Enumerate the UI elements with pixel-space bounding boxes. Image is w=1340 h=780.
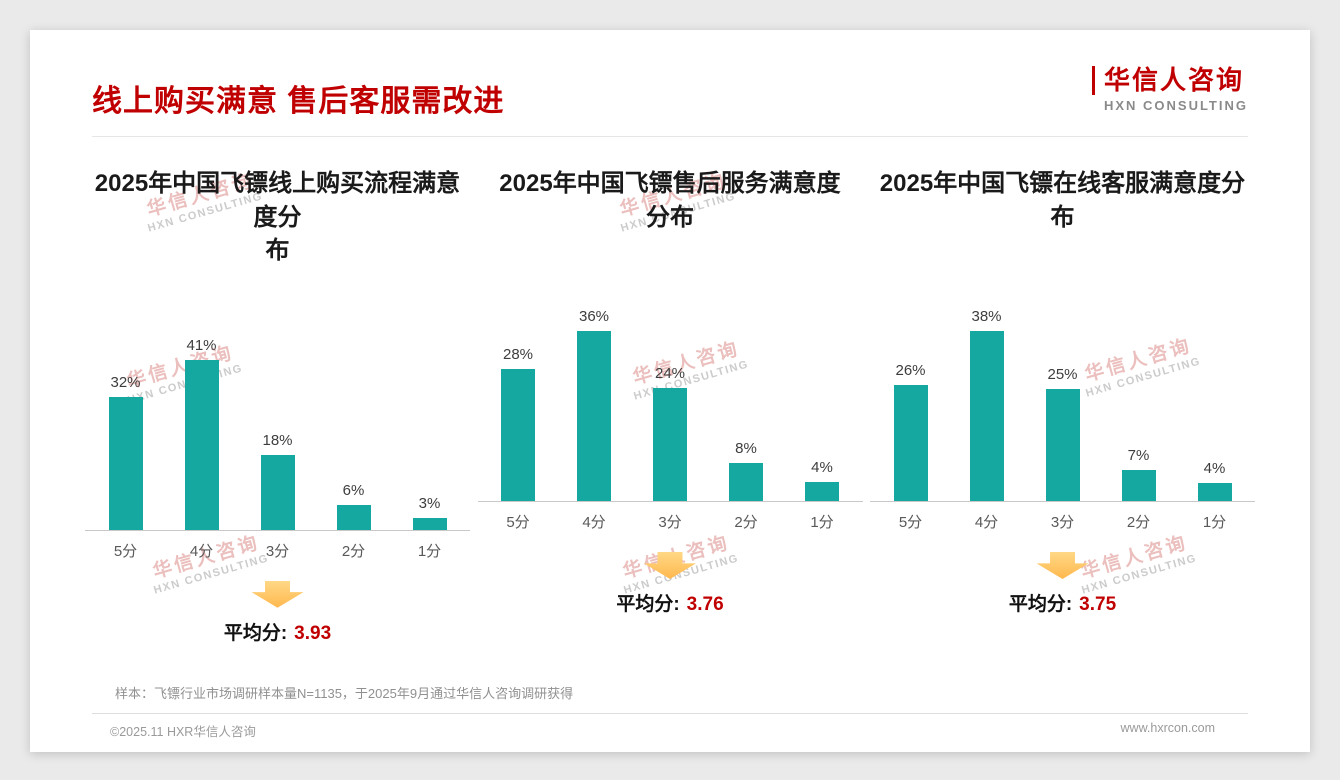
axis-category-label: 2分 bbox=[1126, 514, 1151, 531]
bar bbox=[336, 504, 371, 530]
chart-online-purchase: 2025年中国飞镖线上购买流程满意度分 布 32% 41% 18% 6% 3% 5分 4分… bbox=[85, 167, 470, 645]
bar-value-label: 3% bbox=[418, 494, 441, 512]
bar bbox=[108, 396, 143, 530]
bar-value-label: 32% bbox=[110, 373, 141, 391]
axis-category-label: 1分 bbox=[417, 542, 442, 560]
bar bbox=[184, 359, 219, 530]
axis-category-label: 5分 bbox=[898, 514, 923, 531]
bar-1分: 4% bbox=[784, 459, 860, 501]
axis-category-label: 1分 bbox=[1202, 514, 1227, 531]
axis-category-label: 2分 bbox=[341, 542, 366, 560]
bar-value-label: 7% bbox=[1127, 447, 1150, 464]
down-arrow-icon bbox=[1036, 552, 1089, 579]
down-arrow-icon bbox=[644, 552, 696, 579]
header: 线上购买满意 售后客服需改进 华信人咨询 HXN CONSULTING bbox=[30, 30, 1310, 120]
bar-value-label: 6% bbox=[342, 481, 365, 499]
bar-2分: 6% bbox=[316, 482, 392, 530]
bar bbox=[729, 463, 763, 501]
bar-3分: 25% bbox=[1025, 366, 1101, 501]
x-axis: 5分 4分 3分 2分 1分 bbox=[85, 529, 470, 561]
average-label: 平均分: bbox=[223, 622, 288, 644]
x-axis: 5分 4分 3分 2分 1分 bbox=[477, 501, 863, 532]
bar-value-label: 28% bbox=[502, 346, 534, 363]
website-text: www.hxrcon.com bbox=[1120, 721, 1215, 735]
bar-value-label: 4% bbox=[1203, 460, 1226, 477]
bar-5分: 32% bbox=[88, 374, 164, 530]
bar bbox=[1197, 483, 1232, 501]
company-logo: 华信人咨询 HXN CONSULTING bbox=[1091, 66, 1248, 113]
axis-category-label: 3分 bbox=[265, 542, 290, 560]
bar-3分: 24% bbox=[632, 365, 708, 501]
bar-value-label: 4% bbox=[811, 459, 833, 476]
average-score: 平均分: 3.93 bbox=[85, 618, 470, 645]
bar bbox=[412, 517, 447, 530]
bar-value-label: 18% bbox=[262, 431, 293, 449]
x-axis: 5分 4分 3分 2分 1分 bbox=[870, 501, 1255, 532]
footer-divider bbox=[92, 713, 1248, 714]
chart-after-sales: 2025年中国飞镖售后服务满意度 分布 28% 36% 24% 8% 4% 5分 4分 3分… bbox=[477, 167, 863, 645]
bar-5分: 28% bbox=[480, 346, 556, 501]
bar-value-label: 25% bbox=[1047, 366, 1078, 383]
copyright-text: ©2025.11 HXR华信人咨询 bbox=[110, 725, 256, 739]
logo-subtitle: HXN CONSULTING bbox=[1103, 97, 1248, 113]
bar-3分: 18% bbox=[240, 432, 316, 530]
average-value: 3.93 bbox=[294, 622, 332, 644]
footer: ©2025.11 HXR华信人咨询 www.hxrcon.com bbox=[110, 721, 1215, 740]
bar-4分: 36% bbox=[556, 308, 632, 501]
axis-category-label: 5分 bbox=[113, 542, 138, 560]
bar-value-label: 36% bbox=[578, 308, 610, 325]
average-score: 平均分: 3.75 bbox=[870, 589, 1255, 616]
axis-category-label: 3分 bbox=[658, 514, 682, 531]
bar-value-label: 26% bbox=[895, 362, 926, 379]
average-score: 平均分: 3.76 bbox=[478, 589, 863, 616]
axis-category-label: 3分 bbox=[1050, 514, 1075, 531]
average-value: 3.75 bbox=[1079, 594, 1117, 615]
bar bbox=[893, 385, 928, 501]
bar-5分: 26% bbox=[873, 362, 949, 501]
chart-title: 2025年中国飞镖线上购买流程满意度分 布 bbox=[94, 170, 461, 265]
sample-footnote: 样本：飞镖行业市场调研样本量N=1135，于2025年9月通过华信人咨询调研获得 bbox=[115, 686, 574, 701]
bar-1分: 3% bbox=[392, 495, 468, 530]
axis-category-label: 2分 bbox=[734, 514, 758, 531]
charts-row: 2025年中国飞镖线上购买流程满意度分 布 32% 41% 18% 6% 3% 5分 4分… bbox=[30, 137, 1310, 645]
bar-4分: 38% bbox=[949, 308, 1025, 501]
chart-online-service: 2025年中国飞镖在线客服满意度分 布 26% 38% 25% 7% 4% 5分 4分 3分… bbox=[870, 167, 1255, 645]
bar-value-label: 24% bbox=[654, 365, 686, 382]
bar-value-label: 38% bbox=[971, 308, 1002, 325]
bar-plot: 32% 41% 18% 6% 3% bbox=[85, 268, 470, 530]
bar-value-label: 8% bbox=[735, 440, 757, 457]
bar-2分: 8% bbox=[708, 440, 784, 501]
logo-name: 华信人咨询 bbox=[1091, 66, 1244, 95]
average-label: 平均分: bbox=[616, 594, 680, 615]
bar bbox=[1121, 470, 1156, 501]
header-divider bbox=[92, 136, 1248, 137]
axis-category-label: 4分 bbox=[189, 542, 214, 560]
bar bbox=[1045, 389, 1080, 501]
bar bbox=[805, 482, 839, 501]
page-title: 线上购买满意 售后客服需改进 bbox=[92, 85, 505, 118]
bar bbox=[969, 331, 1004, 501]
bar-value-label: 41% bbox=[186, 336, 217, 354]
axis-category-label: 1分 bbox=[810, 514, 834, 531]
bar-plot: 26% 38% 25% 7% 4% bbox=[870, 239, 1255, 501]
chart-title: 2025年中国飞镖售后服务满意度 分布 bbox=[499, 170, 841, 231]
axis-category-label: 4分 bbox=[974, 514, 999, 531]
bar bbox=[501, 369, 535, 501]
bar-4分: 41% bbox=[164, 337, 240, 530]
average-label: 平均分: bbox=[1008, 594, 1073, 615]
average-value: 3.76 bbox=[686, 594, 724, 615]
down-arrow-icon bbox=[251, 580, 304, 608]
slide-card: 华信人咨询 HXN CONSULTING 华信人咨询 HXN CONSULTING 华信… bbox=[30, 30, 1310, 752]
axis-category-label: 4分 bbox=[582, 514, 606, 531]
bar bbox=[653, 388, 687, 501]
bar-1分: 4% bbox=[1177, 460, 1253, 501]
chart-title: 2025年中国飞镖在线客服满意度分 布 bbox=[879, 170, 1246, 231]
bar bbox=[260, 454, 295, 530]
axis-category-label: 5分 bbox=[506, 514, 530, 531]
bar bbox=[577, 331, 611, 501]
bar-2分: 7% bbox=[1101, 447, 1177, 501]
bar-plot: 28% 36% 24% 8% 4% bbox=[478, 239, 863, 501]
